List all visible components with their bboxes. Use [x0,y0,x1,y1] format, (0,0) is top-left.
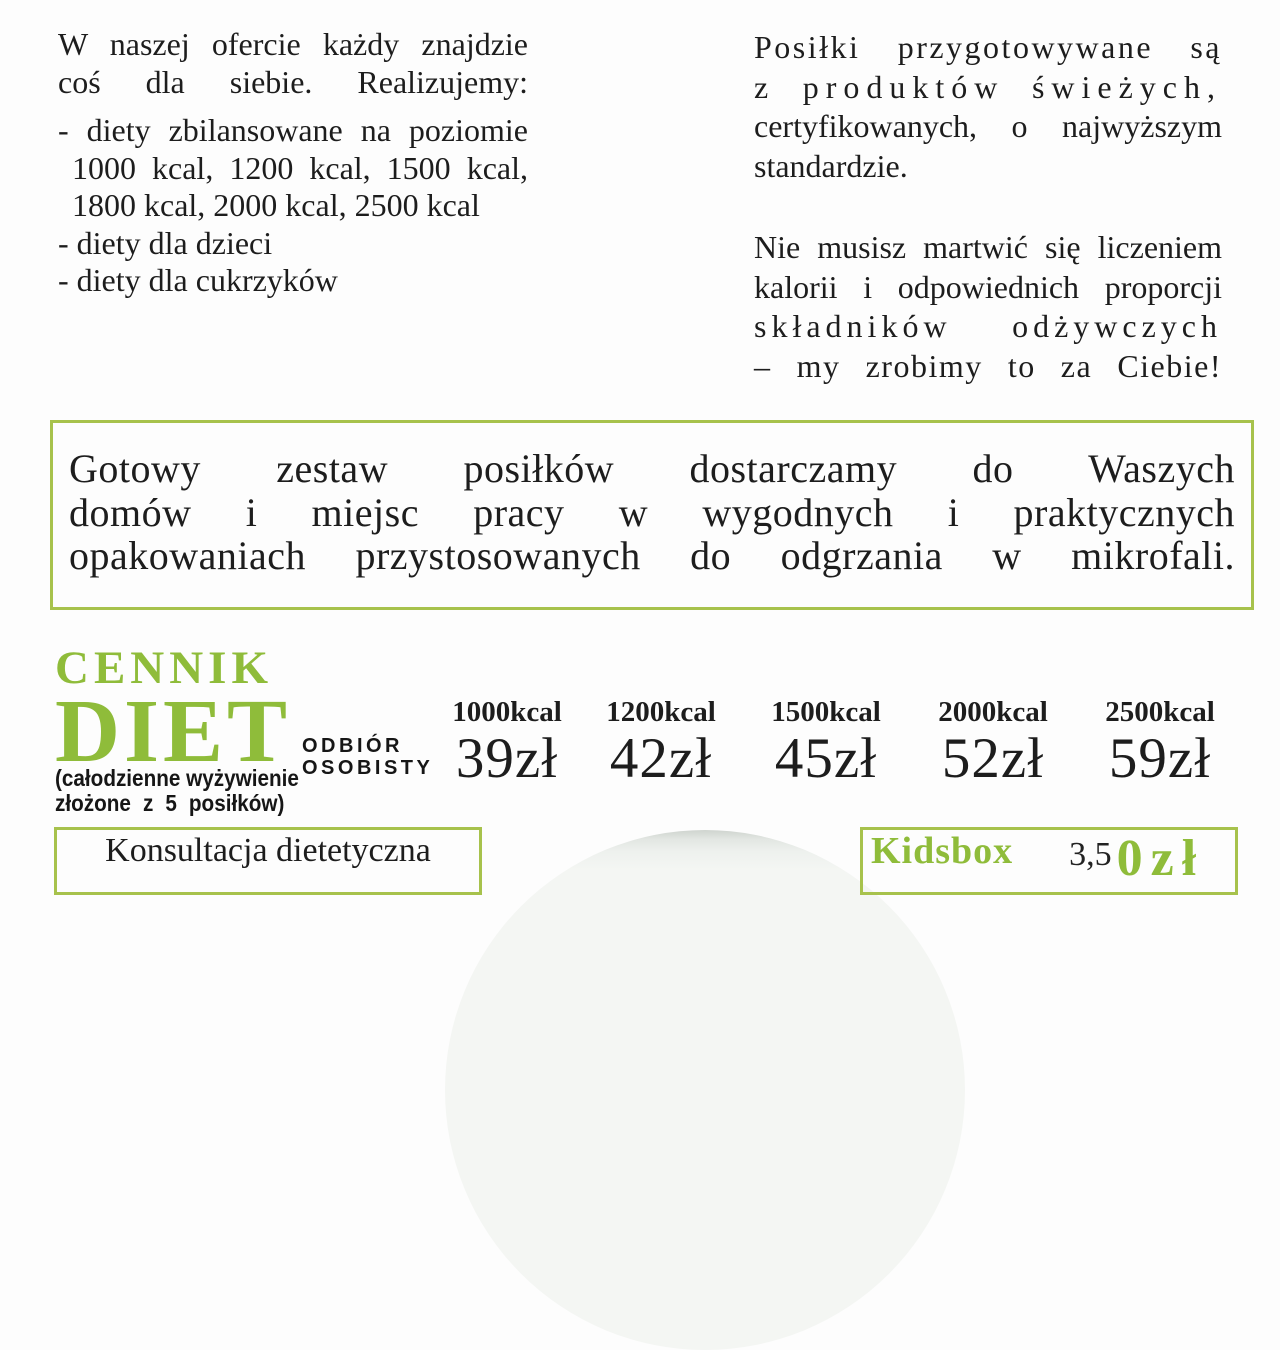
offer-list-item: 1000 kcal, 1200 kcal, 1500 kcal, [72,149,528,186]
consultation-label: Konsultacja dietetyczna [105,832,431,869]
kcal-header: 2500kcal [1105,696,1215,728]
calories-info-line: składników odżywczych [754,308,1222,344]
price-column: 1500kcal 45zł [741,696,911,788]
price-value: 45zł [774,727,878,790]
price-list-title: CENNIK [55,642,274,694]
price-value: 42zł [609,727,713,790]
calories-info-line: – my zrobimy to za Ciebie! [754,347,1222,384]
price-list-subtitle: (całodzienne wyżywienie złożone z 5 posi… [55,766,299,816]
delivery-info-line: Gotowy zestaw posiłków dostarczamy do Wa… [69,446,1235,491]
calories-info-line: kalorii i odpowiednich proporcji [754,268,1222,305]
offer-intro-line: W naszej ofercie każdy znajdzie [58,26,528,62]
meals-info-line: z produktów świeżych, [754,68,1222,105]
plate-photo [445,830,965,1350]
meals-info-block: Posiłki przygotowywane są z produktów św… [754,28,1222,386]
price-value: 59zł [1108,727,1212,790]
meals-info-line: certyfikowanych, o najwyższym [754,108,1222,144]
diet-flyer-page: { "colors": { "accent_green": "#8fbc3a",… [50,26,1254,1350]
offer-intro-block: W naszej ofercie każdy znajdzie coś dla … [58,26,528,300]
kcal-header: 2000kcal [938,696,1048,728]
pickup-label-line: ODBIÓR [302,735,403,757]
kidsbox-label: Kidsbox [871,830,1014,872]
pickup-label: ODBIÓR OSOBISTY [302,735,433,779]
kcal-header: 1200kcal [606,696,716,728]
price-column: 1200kcal 42zł [576,696,746,788]
offer-intro-line: coś dla siebie. Realizujemy: [58,63,528,100]
offer-list-item: 1800 kcal, 2000 kcal, 2500 kcal [72,187,480,223]
kidsbox-price-suffix: 0zł [1116,830,1205,887]
offer-list-item: - diety dla cukrzyków [58,262,338,298]
delivery-info-line: domów i miejsc pracy w wygodnych i prakt… [69,489,1235,535]
kcal-header: 1500kcal [771,696,881,728]
kidsbox-price-prefix: 3,5 [1069,836,1112,873]
price-value: 52zł [941,727,1045,790]
kcal-header: 1000kcal [452,696,562,728]
delivery-info-line: opakowaniach przystosowanych do odgrzani… [69,533,1235,578]
delivery-info-box: Gotowy zestaw posiłków dostarczamy do Wa… [50,420,1254,610]
price-list-subtitle-line: (całodzienne wyżywienie [55,765,299,791]
offer-list-item: - diety zbilansowane na poziomie [58,112,528,148]
consultation-box: Konsultacja dietetyczna [54,827,482,895]
meals-info-line: Posiłki przygotowywane są [754,29,1222,65]
price-column: 1000kcal 39zł [422,696,592,788]
offer-list-item: - diety dla dzieci [58,224,273,261]
price-column: 2000kcal 52zł [908,696,1078,788]
price-value: 39zł [455,727,559,790]
meals-info-line: standardzie. [754,147,908,184]
pickup-label-line: OSOBISTY [302,757,434,779]
kidsbox-price-box: Kidsbox 3,5 0zł [860,827,1238,895]
price-column: 2500kcal 59zł [1075,696,1245,788]
price-list-title: DIET [55,682,292,781]
calories-info-line: Nie musisz martwić się liczeniem [754,229,1222,265]
price-list-subtitle-line: złożone z 5 posiłków) [55,790,285,816]
